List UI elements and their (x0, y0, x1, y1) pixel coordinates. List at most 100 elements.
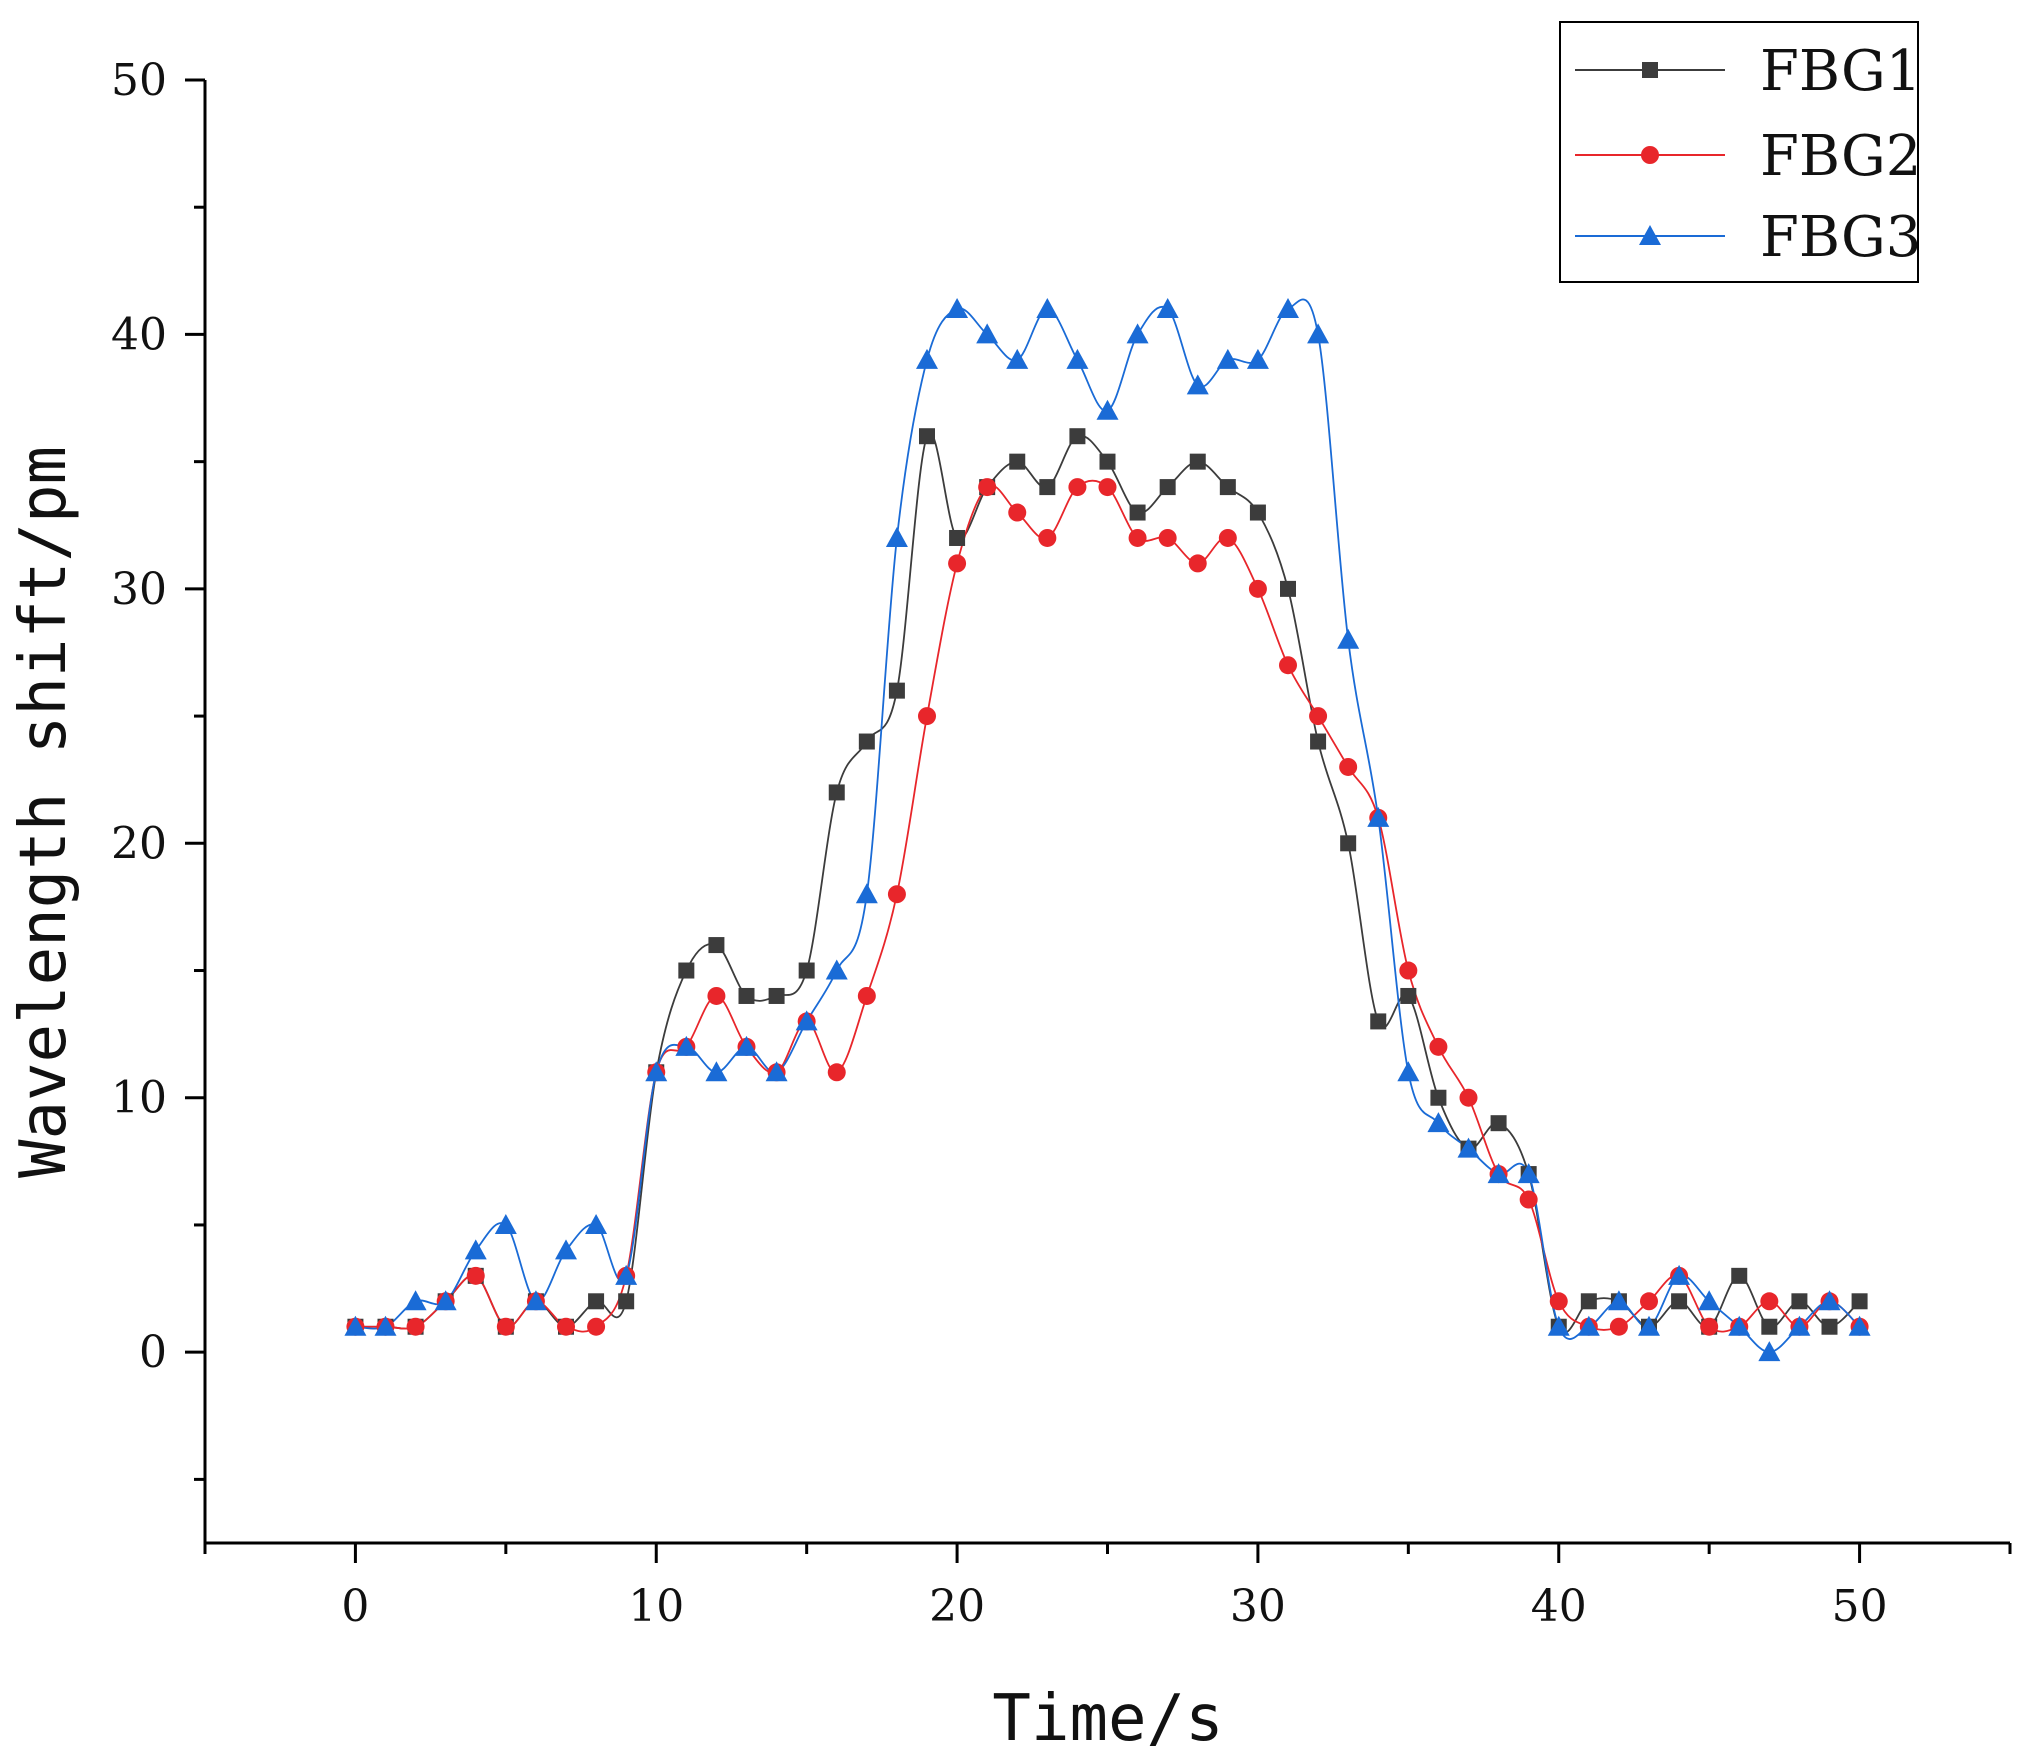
y-tick-label: 50 (111, 55, 167, 106)
data-point-fbg3 (404, 1290, 427, 1311)
data-point-fbg3 (374, 1315, 397, 1336)
data-point-fbg3 (976, 323, 999, 344)
data-point-fbg2 (1279, 656, 1297, 675)
data-point-fbg3 (1126, 323, 1149, 344)
legend-label-fbg2: FBG2 (1760, 124, 1921, 189)
data-point-fbg2 (918, 707, 936, 726)
data-point-fbg2 (887, 885, 906, 904)
data-point-fbg3 (1728, 1315, 1751, 1336)
data-point-fbg3 (1818, 1290, 1841, 1311)
data-point-fbg1 (919, 428, 935, 445)
series-markers (344, 297, 1871, 1362)
data-point-fbg1 (1069, 428, 1086, 445)
data-point-fbg3 (1277, 297, 1299, 318)
data-point-fbg1 (1761, 1318, 1778, 1335)
data-point-fbg2 (1309, 707, 1328, 726)
legend-label-fbg1: FBG1 (1760, 39, 1921, 104)
data-point-fbg2 (1248, 579, 1267, 598)
data-point-fbg2 (587, 1317, 606, 1336)
data-point-fbg1 (1099, 453, 1116, 470)
data-point-fbg3 (1788, 1315, 1811, 1336)
data-point-fbg1 (1851, 1293, 1868, 1310)
data-point-fbg1 (1580, 1293, 1597, 1310)
data-point-fbg3 (464, 1239, 487, 1260)
data-point-fbg1 (708, 937, 725, 954)
data-point-fbg1 (1039, 479, 1056, 496)
data-point-fbg3 (434, 1290, 457, 1311)
legend-marker-fbg3 (1639, 225, 1661, 245)
axis-ticks: 0 10 20 30 40 50 0 10 20 30 40 50 (111, 55, 2012, 1632)
data-point-fbg3 (916, 348, 938, 369)
data-point-fbg3 (1668, 1264, 1691, 1285)
legend-marker-fbg1 (1642, 62, 1658, 78)
data-point-fbg2 (827, 1063, 846, 1082)
data-point-fbg3 (675, 1035, 698, 1056)
y-tick-label: 30 (111, 564, 167, 615)
data-point-fbg3 (1216, 348, 1239, 369)
data-point-fbg1 (1821, 1318, 1838, 1335)
data-point-fbg3 (1156, 297, 1179, 318)
data-point-fbg2 (1760, 1292, 1779, 1311)
legend-label-fbg3: FBG3 (1760, 205, 1921, 270)
data-point-fbg3 (1487, 1163, 1510, 1184)
data-point-fbg1 (1129, 504, 1146, 521)
data-point-fbg1 (949, 529, 966, 546)
data-point-fbg2 (978, 478, 997, 497)
data-point-fbg3 (494, 1213, 517, 1234)
data-point-fbg3 (1758, 1341, 1781, 1362)
data-point-fbg3 (765, 1061, 788, 1082)
x-axis-title: Time/s (992, 1682, 1223, 1750)
x-tick-label: 50 (1832, 1581, 1888, 1632)
data-point-fbg1 (1671, 1293, 1688, 1310)
legend-marker-fbg2 (1641, 146, 1659, 164)
data-point-fbg3 (885, 526, 908, 547)
data-point-fbg1 (618, 1293, 635, 1310)
data-point-fbg2 (1429, 1037, 1448, 1056)
data-point-fbg1 (1370, 1013, 1387, 1030)
data-point-fbg2 (466, 1266, 485, 1285)
data-point-fbg1 (678, 962, 695, 979)
data-point-fbg3 (1036, 297, 1059, 318)
data-point-fbg3 (825, 959, 848, 980)
x-tick-label: 40 (1531, 1581, 1587, 1632)
data-point-fbg3 (344, 1315, 367, 1336)
data-point-fbg2 (1609, 1317, 1628, 1336)
y-tick-label: 0 (139, 1327, 167, 1378)
y-tick-label: 10 (111, 1073, 167, 1124)
data-point-fbg3 (1246, 348, 1269, 369)
data-point-fbg2 (1128, 528, 1147, 547)
data-point-fbg3 (1457, 1137, 1480, 1158)
data-point-fbg3 (1517, 1163, 1540, 1184)
data-point-fbg3 (1607, 1290, 1630, 1311)
data-point-fbg1 (1400, 987, 1417, 1004)
data-point-fbg3 (585, 1213, 608, 1234)
data-point-fbg2 (707, 986, 726, 1005)
data-point-fbg2 (1218, 528, 1237, 547)
data-point-fbg3 (1186, 374, 1209, 395)
data-point-fbg2 (1700, 1317, 1719, 1336)
data-point-fbg3 (1066, 348, 1089, 369)
x-tick-label: 10 (628, 1581, 684, 1632)
data-point-fbg3 (1367, 806, 1390, 827)
data-point-fbg1 (1791, 1293, 1808, 1310)
data-point-fbg3 (524, 1290, 547, 1311)
data-point-fbg2 (1399, 961, 1418, 980)
data-point-fbg1 (1159, 479, 1176, 496)
data-point-fbg1 (888, 682, 905, 699)
data-point-fbg2 (1549, 1292, 1568, 1311)
data-point-fbg3 (1006, 348, 1029, 369)
data-point-fbg2 (1188, 554, 1207, 573)
data-point-fbg3 (1638, 1315, 1660, 1336)
data-point-fbg1 (1731, 1267, 1748, 1284)
data-point-fbg2 (406, 1317, 425, 1336)
data-point-fbg3 (1397, 1061, 1420, 1082)
data-point-fbg2 (1068, 478, 1087, 497)
data-point-fbg1 (768, 987, 785, 1004)
data-point-fbg1 (798, 962, 815, 979)
data-point-fbg1 (1249, 504, 1266, 521)
data-point-fbg1 (588, 1293, 605, 1310)
data-point-fbg3 (1096, 399, 1119, 420)
y-axis-title: Wavelength shift/pm (7, 446, 81, 1178)
data-point-fbg1 (1009, 453, 1026, 470)
